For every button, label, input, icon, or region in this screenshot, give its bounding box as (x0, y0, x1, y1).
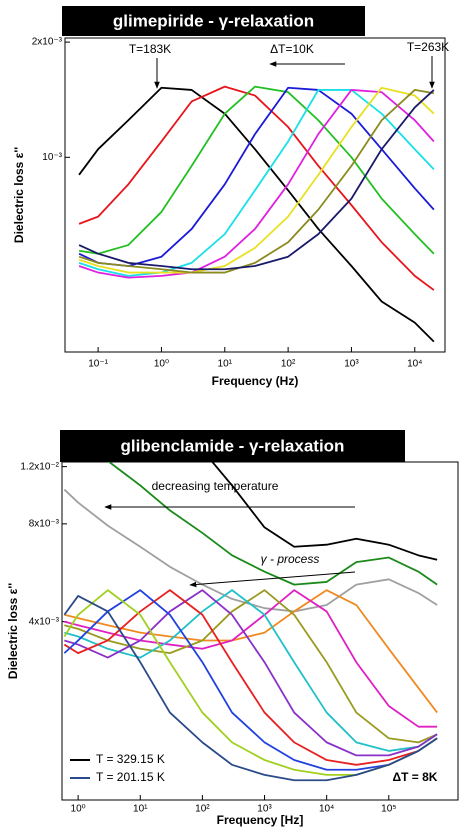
series-group (78, 85, 435, 343)
x-tick-label: 10¹ (133, 804, 148, 815)
series-line (63, 589, 438, 766)
x-tick-label: 10² (281, 359, 296, 370)
series-group (63, 462, 438, 782)
annotation: ΔT = 8K (393, 770, 438, 784)
arrow (189, 571, 356, 588)
annotation: ΔT=10K (270, 42, 314, 56)
series-line (64, 589, 438, 757)
chart-title: glimepiride - γ-relaxation (113, 11, 314, 30)
title-box (60, 430, 405, 462)
plot-frame (64, 37, 446, 353)
x-tick-label: 10⁰ (71, 804, 86, 815)
series-line (107, 462, 438, 586)
series-line (64, 589, 438, 744)
annotation: γ - process (261, 552, 320, 566)
x-axis-title: Frequency [Hz] (217, 813, 304, 827)
y-tick-label: 8x10⁻³ (29, 518, 60, 529)
series-line (78, 85, 435, 291)
chart: 10⁻¹ 10⁰ 10¹ 10² 10³ 10⁴ 10⁻³ 2x10⁻³ glimepiride… (12, 6, 449, 388)
annotation: T=183K (129, 42, 171, 56)
chart-title: glibenclamide - γ-relaxation (121, 436, 345, 455)
series-line (78, 85, 435, 255)
annotation: decreasing temperature (152, 479, 279, 493)
chart: 10⁰ 10¹ 10² 10³ 10⁴ 10⁵ 4x10⁻³ 8x10⁻³ 1.2x10⁻² gl… (6, 430, 459, 827)
x-tick-label: 10⁴ (407, 359, 422, 370)
series-line (211, 462, 438, 561)
x-tick-label: 10⁻¹ (88, 359, 108, 370)
annotation: T=263K (407, 40, 449, 54)
series-line (78, 89, 435, 271)
x-tick-label: 10³ (344, 359, 359, 370)
x-tick-label: 10³ (257, 804, 272, 815)
plot-frame (61, 461, 459, 801)
series-line (64, 589, 438, 714)
series-line (63, 595, 438, 782)
x-tick-label: 10² (195, 804, 210, 815)
y-tick-label: 1.2x10⁻² (20, 461, 59, 472)
x-tick-label: 10⁰ (154, 359, 169, 370)
series-line (64, 589, 438, 752)
series-line (64, 589, 438, 728)
legend-label: T = 201.15 K (96, 770, 165, 784)
y-tick-label: 4x10⁻³ (29, 616, 60, 627)
y-axis-title: Dielectric loss ε'' (6, 583, 20, 679)
series-line (78, 89, 435, 279)
x-tick-label: 10¹ (218, 359, 233, 370)
legend-label: T = 329.15 K (96, 752, 165, 766)
x-tick-label: 10⁵ (381, 804, 396, 815)
x-tick-label: 10⁴ (319, 804, 334, 815)
series-line (78, 89, 435, 277)
series-line (78, 89, 435, 274)
x-axis-title: Frequency (Hz) (212, 374, 299, 388)
series-line (78, 86, 435, 274)
y-axis-title: Dielectric loss ε'' (12, 147, 26, 243)
y-tick-label: 2x10⁻³ (32, 37, 63, 48)
y-tick-label: 10⁻³ (42, 152, 62, 163)
series-line (78, 86, 435, 343)
title-box (62, 6, 365, 36)
